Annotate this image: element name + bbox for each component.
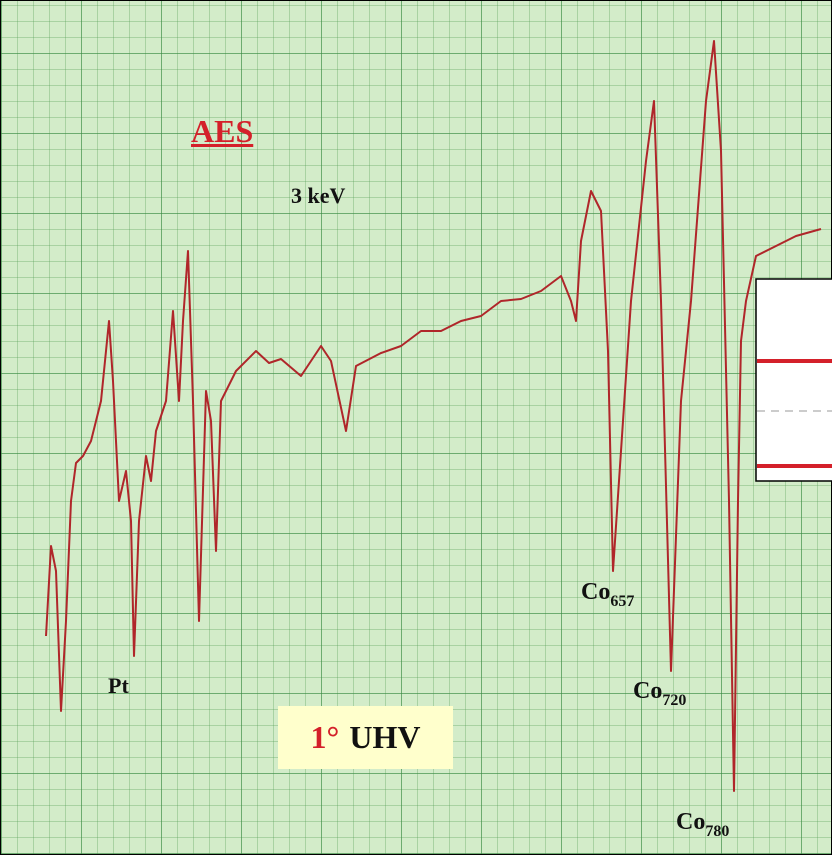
peak-element: Co <box>581 579 611 605</box>
peak-energy: 657 <box>610 593 635 610</box>
condition-environment: UHV <box>349 719 421 755</box>
peak-element: Co <box>633 678 663 704</box>
title: AES <box>191 113 254 149</box>
peak-label: Co720 <box>633 678 686 709</box>
condition-box: 1° UHV <box>278 706 453 769</box>
peak-element: Co <box>676 809 706 835</box>
aes-trace <box>45 40 822 792</box>
inset-box <box>755 278 832 482</box>
peak-energy: 780 <box>705 823 730 840</box>
peak-label: Pt <box>108 673 129 698</box>
peak-energy: 720 <box>662 692 687 709</box>
peak-label: Co657 <box>581 579 634 610</box>
beam-energy: 3 keV <box>291 183 346 208</box>
peak-label: Co780 <box>676 809 729 840</box>
condition-number: 1° <box>310 719 340 755</box>
